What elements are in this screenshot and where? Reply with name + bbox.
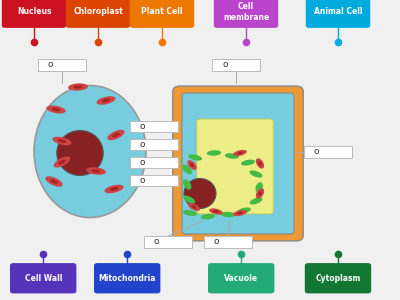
Ellipse shape	[188, 203, 200, 211]
Ellipse shape	[183, 196, 195, 203]
Ellipse shape	[201, 214, 215, 219]
Ellipse shape	[58, 139, 66, 143]
Ellipse shape	[184, 178, 216, 208]
Ellipse shape	[225, 153, 239, 159]
FancyBboxPatch shape	[38, 59, 86, 70]
Text: Animal Cell: Animal Cell	[314, 8, 362, 16]
FancyBboxPatch shape	[214, 0, 278, 28]
Ellipse shape	[86, 167, 106, 175]
FancyBboxPatch shape	[173, 86, 303, 241]
Ellipse shape	[256, 188, 264, 199]
FancyBboxPatch shape	[66, 0, 130, 28]
Ellipse shape	[104, 185, 124, 193]
Text: o: o	[140, 140, 146, 149]
Ellipse shape	[188, 154, 202, 160]
FancyBboxPatch shape	[10, 263, 76, 293]
FancyBboxPatch shape	[130, 175, 178, 186]
Ellipse shape	[237, 212, 243, 214]
FancyBboxPatch shape	[182, 93, 294, 234]
Ellipse shape	[258, 161, 262, 166]
Ellipse shape	[52, 108, 60, 111]
FancyBboxPatch shape	[305, 263, 371, 293]
Text: Cell Wall: Cell Wall	[24, 274, 62, 283]
FancyBboxPatch shape	[304, 146, 352, 158]
Text: Nucleus: Nucleus	[17, 8, 51, 16]
Ellipse shape	[256, 158, 264, 169]
FancyBboxPatch shape	[144, 236, 192, 248]
FancyBboxPatch shape	[2, 0, 66, 28]
Text: o: o	[140, 158, 146, 167]
FancyBboxPatch shape	[208, 263, 274, 293]
Text: Mitochondria: Mitochondria	[98, 274, 156, 283]
Ellipse shape	[96, 96, 116, 105]
Ellipse shape	[213, 210, 219, 213]
Ellipse shape	[107, 130, 125, 140]
Ellipse shape	[102, 99, 110, 102]
Ellipse shape	[237, 152, 243, 154]
Text: o: o	[222, 60, 228, 69]
Ellipse shape	[207, 150, 221, 156]
Ellipse shape	[52, 137, 72, 145]
FancyBboxPatch shape	[306, 0, 370, 28]
FancyBboxPatch shape	[204, 236, 252, 248]
Ellipse shape	[250, 170, 262, 178]
Text: o: o	[214, 237, 220, 246]
Ellipse shape	[54, 156, 70, 168]
Ellipse shape	[34, 85, 146, 218]
Text: Cytoplasm: Cytoplasm	[315, 274, 361, 283]
FancyBboxPatch shape	[94, 263, 160, 293]
Text: o: o	[48, 60, 54, 69]
Ellipse shape	[45, 176, 63, 187]
Ellipse shape	[112, 133, 120, 137]
Ellipse shape	[46, 106, 66, 113]
Ellipse shape	[191, 205, 197, 209]
FancyBboxPatch shape	[130, 157, 178, 168]
Text: Plant Cell: Plant Cell	[141, 8, 183, 16]
Text: Chloroplast: Chloroplast	[73, 8, 123, 16]
Ellipse shape	[241, 160, 255, 166]
FancyBboxPatch shape	[130, 0, 194, 28]
Ellipse shape	[250, 197, 262, 205]
Ellipse shape	[92, 169, 100, 173]
Text: Cell
membrane: Cell membrane	[223, 2, 269, 22]
Ellipse shape	[110, 187, 118, 191]
Ellipse shape	[256, 182, 263, 193]
Text: o: o	[140, 122, 146, 131]
FancyBboxPatch shape	[212, 59, 260, 70]
Text: o: o	[140, 176, 146, 185]
Ellipse shape	[233, 150, 247, 156]
Ellipse shape	[57, 130, 103, 176]
Ellipse shape	[209, 208, 223, 214]
Ellipse shape	[233, 210, 247, 216]
Ellipse shape	[68, 83, 88, 91]
Ellipse shape	[183, 210, 197, 216]
Text: Vacuole: Vacuole	[224, 274, 258, 283]
Ellipse shape	[187, 160, 197, 170]
Ellipse shape	[50, 179, 58, 184]
Ellipse shape	[74, 85, 82, 88]
Ellipse shape	[182, 165, 192, 174]
Ellipse shape	[237, 208, 251, 214]
Text: o: o	[314, 147, 320, 156]
Text: o: o	[154, 237, 160, 246]
Ellipse shape	[183, 179, 191, 190]
Ellipse shape	[190, 163, 194, 167]
Ellipse shape	[58, 160, 66, 164]
Ellipse shape	[221, 212, 235, 217]
FancyBboxPatch shape	[130, 121, 178, 132]
FancyBboxPatch shape	[197, 119, 273, 214]
FancyBboxPatch shape	[130, 139, 178, 150]
Ellipse shape	[258, 191, 262, 196]
